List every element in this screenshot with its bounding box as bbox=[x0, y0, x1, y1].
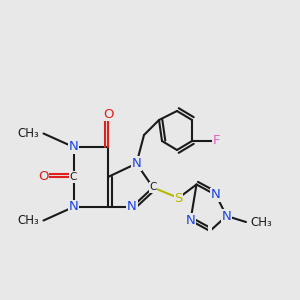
Text: N: N bbox=[211, 188, 221, 202]
Text: O: O bbox=[38, 170, 49, 184]
Text: N: N bbox=[186, 214, 195, 227]
Text: CH₃: CH₃ bbox=[250, 215, 272, 229]
Text: CH₃: CH₃ bbox=[18, 214, 39, 227]
Text: CH₃: CH₃ bbox=[18, 127, 39, 140]
Text: N: N bbox=[69, 200, 78, 214]
Text: N: N bbox=[127, 200, 137, 214]
Text: C: C bbox=[70, 172, 77, 182]
Text: S: S bbox=[174, 191, 183, 205]
Text: N: N bbox=[69, 140, 78, 154]
Text: N: N bbox=[132, 157, 141, 170]
Text: F: F bbox=[212, 134, 220, 148]
Text: C: C bbox=[149, 182, 157, 193]
Text: O: O bbox=[103, 107, 113, 121]
Text: N: N bbox=[222, 209, 231, 223]
